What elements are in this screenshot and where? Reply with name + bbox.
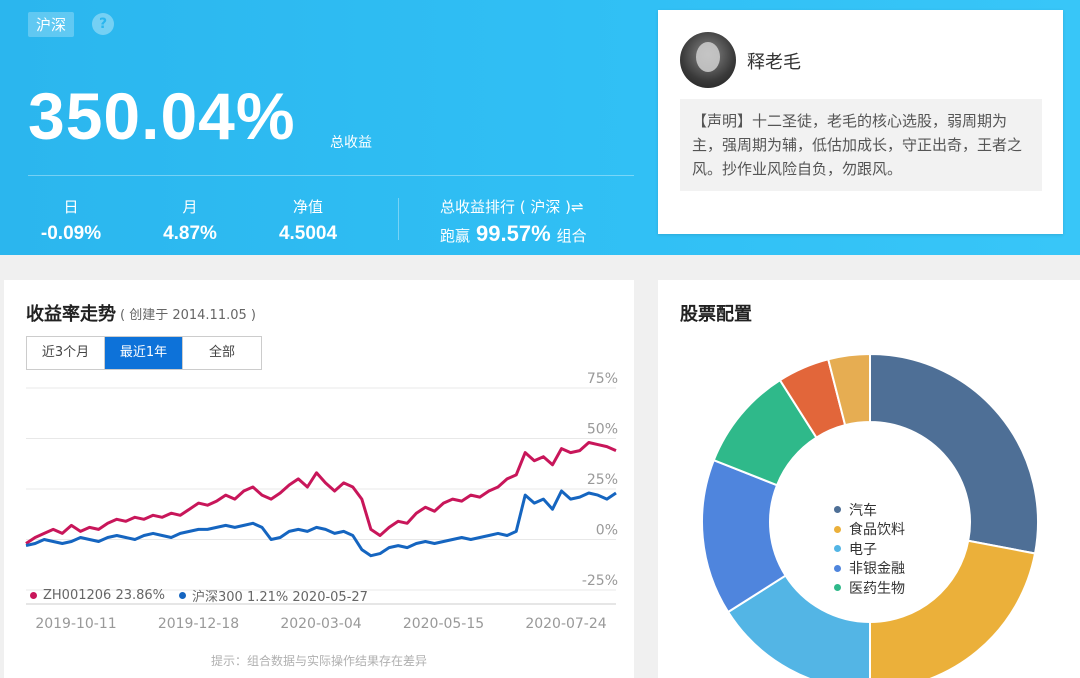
allocation-legend-label: 食品饮料 (849, 522, 905, 539)
allocation-legend-label: 电子 (849, 541, 877, 558)
donut-slice-2[interactable] (869, 539, 1037, 678)
donut-slice-1[interactable] (869, 352, 1039, 555)
rank-suffix: 组合 (556, 227, 587, 245)
statement-text: 【声明】十二圣徒，老毛的核心选股，弱周期为主，强周期为辅，低估加成长，守正出奇，… (680, 99, 1042, 191)
stat-daily-value: -0.09% (40, 223, 102, 244)
allocation-legend-label: 非银金融 (849, 561, 905, 578)
tab-all[interactable]: 全部 (183, 337, 261, 369)
series-line-index[interactable] (25, 489, 617, 558)
y-tick-label: 75% (587, 371, 618, 387)
y-tick-label: 25% (587, 472, 618, 488)
legend-dot-icon (834, 525, 841, 533)
y-tick-label: 0% (596, 523, 618, 539)
total-return-value: 350.04% (28, 79, 296, 153)
allocation-legend-label: 医药生物 (849, 580, 905, 597)
tab-3-months[interactable]: 近3个月 (27, 337, 105, 369)
rank-label: 总收益排行 ( 沪深 )⇌ (440, 198, 584, 216)
return-line-chart[interactable]: 75% 50% 25% 0% -25% 2019-10-11 2019-12-18 2020-… (4, 368, 634, 638)
x-tick-label: 2020-03-04 (280, 616, 361, 632)
created-date: ( 创建于 2014.11.05 ) (120, 308, 256, 323)
legend-item-index[interactable]: 沪深300 1.21% 2020-05-27 (179, 586, 368, 605)
allocation-legend-item[interactable]: 汽车 (834, 500, 905, 520)
allocation-donut-chart[interactable] (658, 280, 1080, 678)
series-line-portfolio[interactable] (25, 441, 617, 545)
allocation-legend-label: 汽车 (849, 502, 877, 519)
stat-nav-label: 净值 (292, 198, 323, 216)
legend-dot-icon (30, 592, 37, 599)
x-tick-label: 2019-12-18 (158, 616, 239, 632)
y-tick-label: -25% (582, 573, 618, 589)
legend-dot-icon (834, 506, 841, 514)
allocation-legend: 汽车食品饮料电子非银金融医药生物 (834, 500, 905, 598)
legend-dot-icon (834, 564, 841, 572)
legend-dot-icon (179, 592, 187, 599)
help-icon[interactable]: ? (92, 13, 114, 35)
stat-monthly: 月 4.87% (155, 196, 225, 245)
rank-value: 99.57% (476, 221, 551, 246)
owner-card: 释老毛 【声明】十二圣徒，老毛的核心选股，弱周期为主，强周期为辅，低估加成长，守… (658, 10, 1063, 234)
donut-slice-7[interactable] (827, 352, 871, 427)
stat-separator (398, 198, 399, 240)
legend-dot-icon (834, 545, 841, 553)
stat-monthly-value: 4.87% (163, 223, 217, 244)
legend-label-index: 沪深300 1.21% 2020-05-27 (192, 590, 368, 605)
allocation-legend-item[interactable]: 食品饮料 (834, 520, 905, 540)
tab-1-year[interactable]: 最近1年 (105, 337, 183, 369)
x-tick-label: 2019-10-11 (35, 616, 116, 632)
range-tabs: 近3个月 最近1年 全部 (26, 336, 262, 370)
allocation-legend-item[interactable]: 医药生物 (834, 578, 905, 598)
legend-label-portfolio: ZH001206 23.86% (43, 588, 166, 603)
trend-title: 收益率走势 (26, 304, 116, 325)
y-tick-label: 50% (587, 422, 618, 438)
owner-name[interactable]: 释老毛 (747, 52, 801, 73)
stat-nav-value: 4.5004 (278, 223, 338, 244)
total-return-label: 总收益 (330, 135, 372, 151)
header-divider (28, 175, 634, 176)
market-tag[interactable]: 沪深 (28, 12, 75, 37)
rank-row: 跑赢 99.57% 组合 (440, 221, 587, 247)
stat-nav: 净值 4.5004 (268, 196, 348, 245)
disclaimer-note: 提示：组合数据与实际操作结果存在差异 (210, 654, 427, 668)
stat-daily-label: 日 (63, 198, 79, 216)
allocation-legend-item[interactable]: 电子 (834, 539, 905, 559)
rank-block[interactable]: 总收益排行 ( 沪深 )⇌ 跑赢 99.57% 组合 (440, 196, 587, 247)
stat-daily: 日 -0.09% (36, 196, 106, 245)
allocation-title: 股票配置 (680, 304, 752, 325)
legend-item-portfolio[interactable]: ZH001206 23.86% (30, 586, 165, 605)
allocation-legend-item[interactable]: 非银金融 (834, 559, 905, 579)
stock-allocation-panel: 股票配置 汽车食品饮料电子非银金融医药生物 (658, 280, 1080, 678)
stat-monthly-label: 月 (182, 198, 198, 216)
legend-dot-icon (834, 584, 841, 592)
rank-prefix: 跑赢 (440, 227, 471, 245)
x-tick-label: 2020-05-15 (403, 616, 484, 632)
return-trend-panel: 收益率走势 ( 创建于 2014.11.05 ) 近3个月 最近1年 全部 75… (4, 280, 634, 678)
avatar[interactable] (680, 32, 736, 88)
x-tick-label: 2020-07-24 (525, 616, 606, 632)
chart-legend: ZH001206 23.86% 沪深300 1.21% 2020-05-27 (30, 586, 368, 605)
